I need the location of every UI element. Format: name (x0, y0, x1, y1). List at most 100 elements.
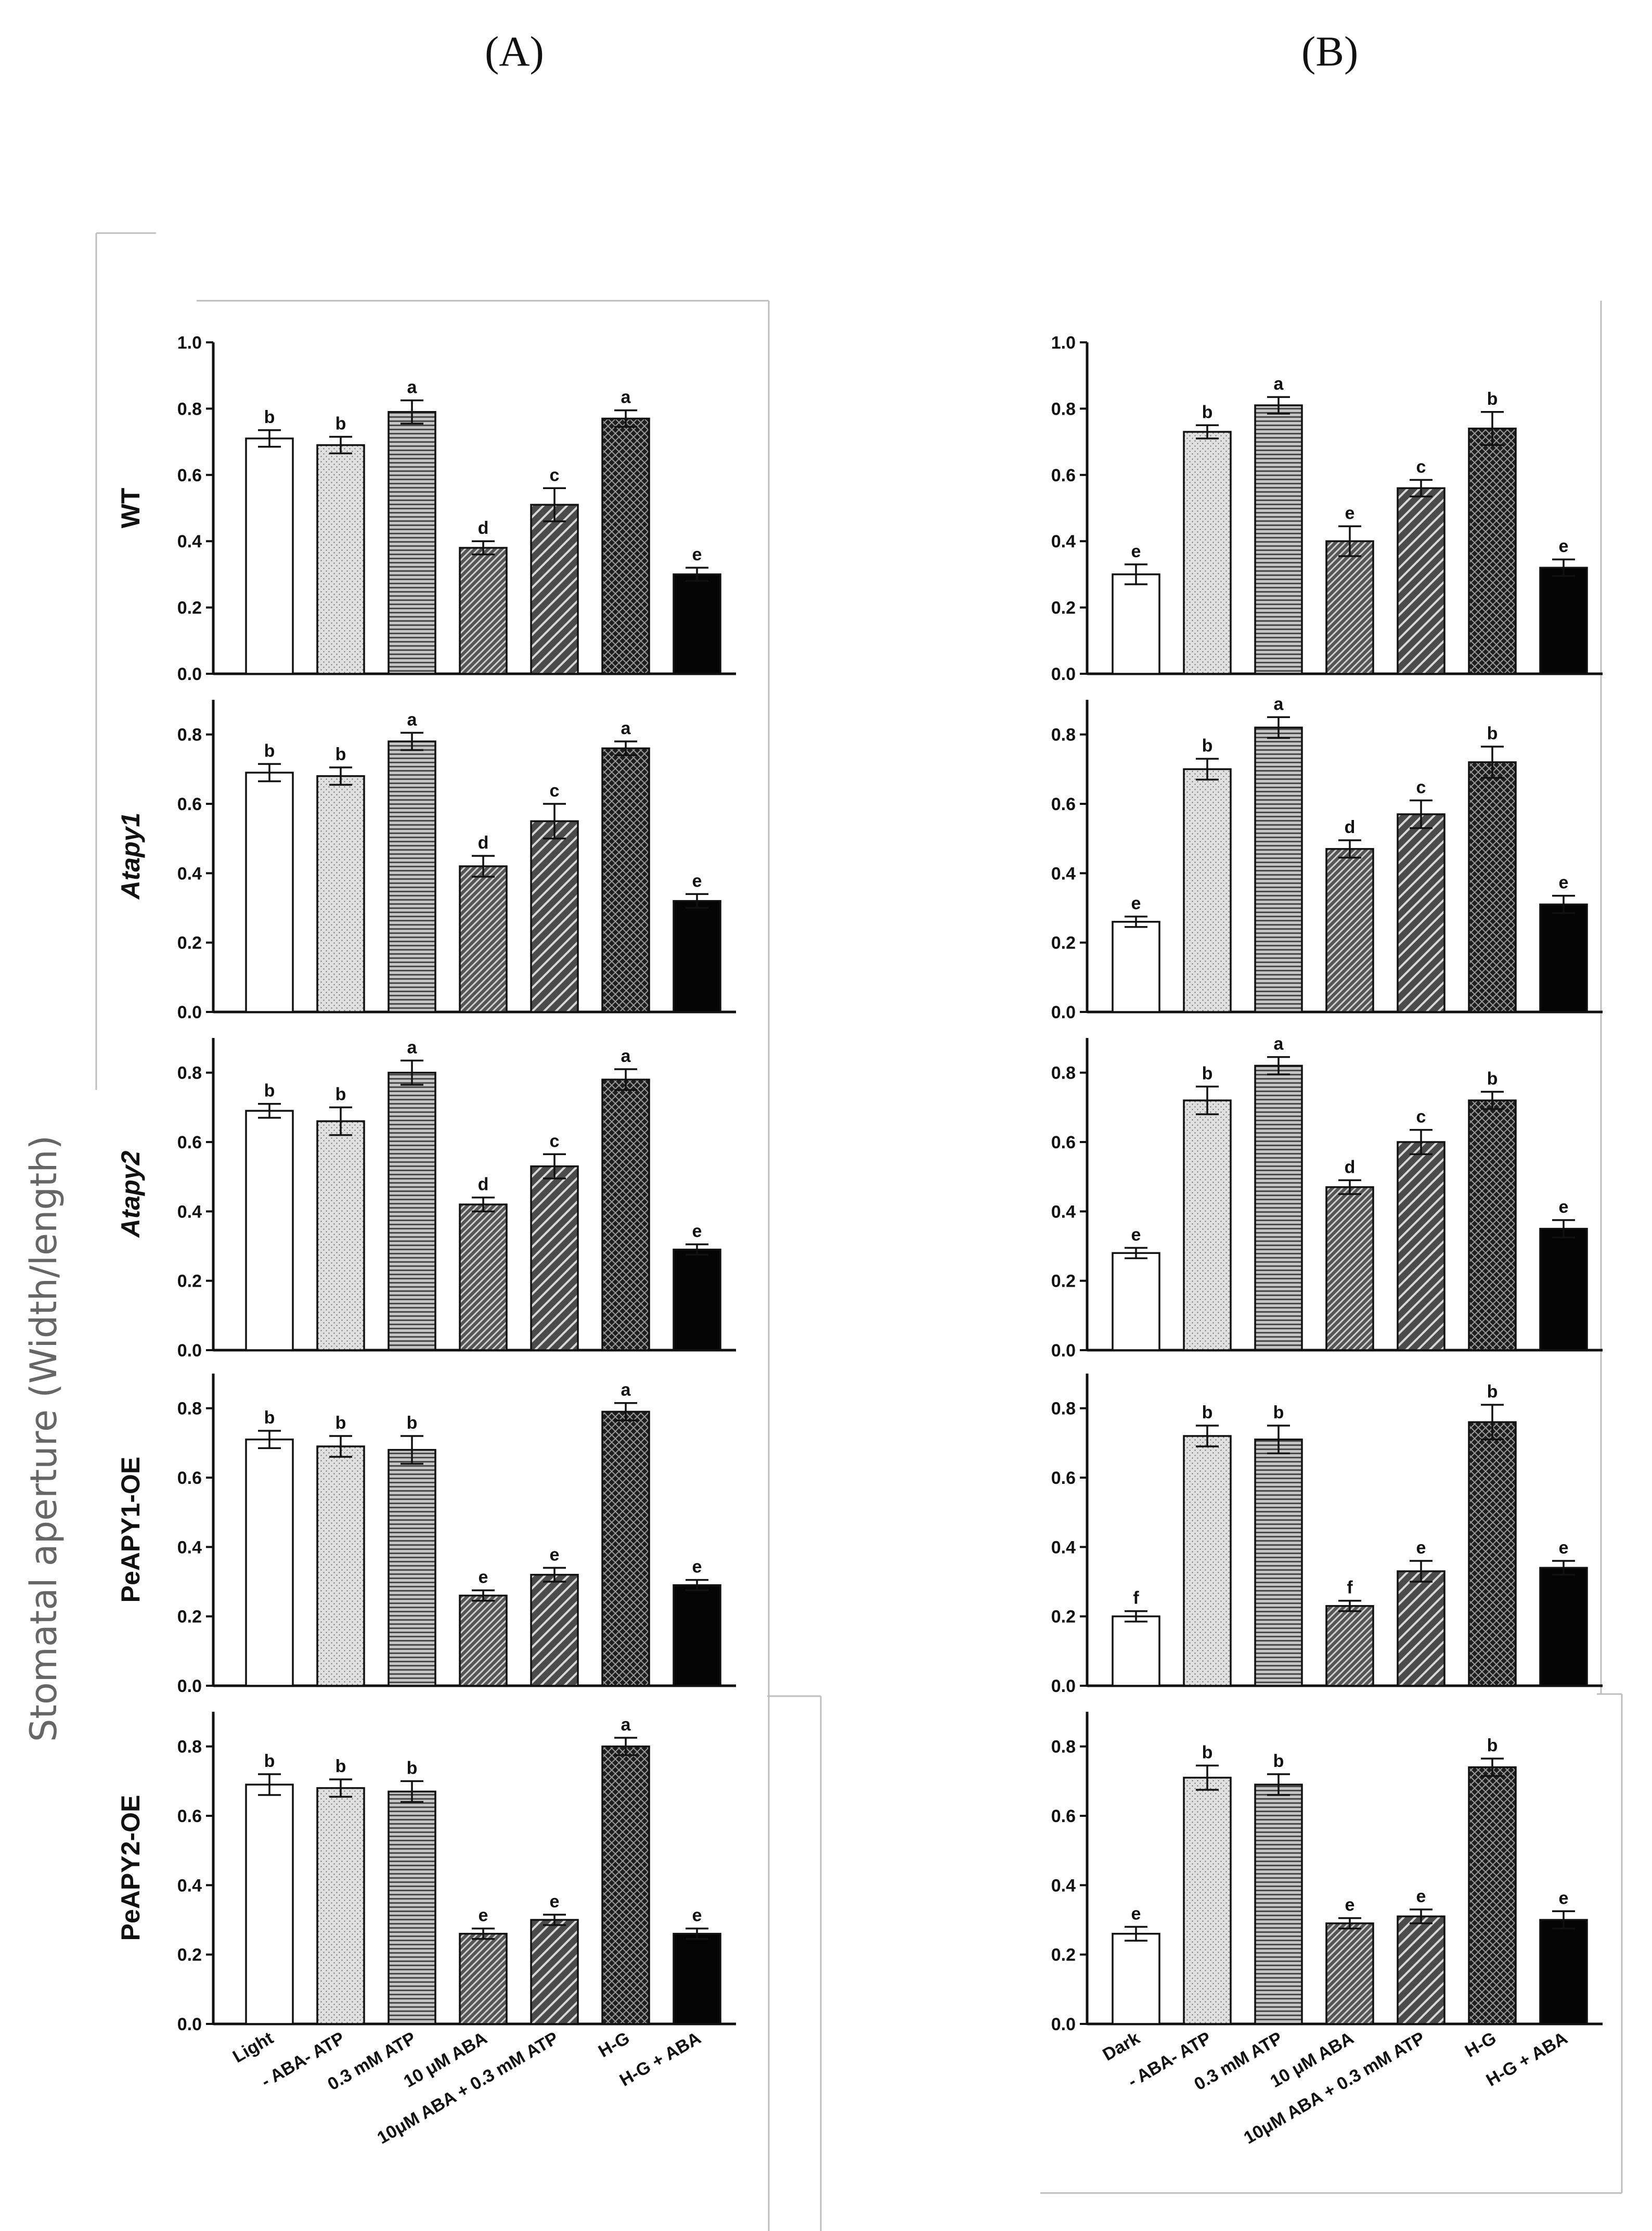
bar (1325, 848, 1374, 1013)
y-tick-label: 0.8 (177, 1399, 202, 1419)
subplot-atapy2: 0.0 0.2 0.4 0.6 0.8 Atapy2 b b a d c a e (116, 1037, 736, 1361)
significance-letter: a (1274, 694, 1284, 714)
y-tick-label: 0.0 (177, 1676, 202, 1696)
significance-letter: b (1487, 1069, 1498, 1088)
y-tick-label: 0.8 (1051, 399, 1076, 419)
y-tick-label: 0.2 (177, 1272, 202, 1291)
y-tick-label: 0.0 (177, 1003, 202, 1022)
bar (673, 1932, 721, 2025)
bar (388, 1790, 436, 2025)
subplot-peapy1-oe: 0.0 0.2 0.4 0.6 0.8 PeAPY1-OE b b b e e a e (116, 1374, 736, 1696)
bar (459, 1932, 508, 2025)
significance-letter: c (550, 781, 560, 801)
significance-letter: f (1347, 1578, 1353, 1598)
y-tick-label: 0.0 (1051, 1341, 1076, 1361)
significance-letter: b (1202, 402, 1213, 422)
bar (1468, 761, 1517, 1013)
bar (459, 1594, 508, 1687)
bar (459, 547, 508, 675)
bar (1397, 1915, 1446, 2025)
significance-letter: e (1559, 536, 1569, 556)
significance-letter: b (1202, 1063, 1213, 1083)
y-tick-label: 0.4 (177, 864, 202, 883)
y-tick-label: 0.6 (177, 1806, 202, 1826)
bar (1254, 1065, 1303, 1351)
significance-letter: e (1559, 1538, 1569, 1558)
y-tick-label: 0.0 (177, 1341, 202, 1361)
bar (1112, 573, 1160, 675)
y-tick-label: 1.0 (177, 333, 202, 353)
bar (1468, 1421, 1517, 1687)
significance-letter: e (692, 1906, 702, 1926)
bar (1397, 813, 1446, 1013)
y-tick-label: 0.4 (1051, 1876, 1076, 1895)
significance-letter: b (1487, 1382, 1498, 1402)
significance-letter: b (335, 1413, 346, 1433)
significance-letter: b (264, 1408, 275, 1428)
category-label: Dark (1100, 2028, 1144, 2065)
bar (673, 573, 721, 675)
significance-letter: b (1202, 1403, 1213, 1422)
category-label: H-G (1462, 2028, 1500, 2061)
bar (601, 417, 650, 675)
bar (1112, 1252, 1160, 1351)
panel-label-a: (A) (485, 28, 544, 75)
bar (601, 1745, 650, 2025)
significance-letter: a (407, 377, 418, 397)
significance-letter: e (1131, 542, 1141, 561)
y-tick-label: 0.4 (1051, 1202, 1076, 1222)
y-axis-title: Stomatal aperture (Width/length) (22, 1135, 65, 1742)
y-tick-label: 0.2 (1051, 598, 1076, 618)
bar (1539, 1567, 1588, 1687)
y-tick-label: 0.6 (1051, 466, 1076, 485)
y-tick-label: 0.8 (1051, 1399, 1076, 1419)
y-tick-label: 0.8 (177, 399, 202, 419)
significance-letter: b (1202, 1742, 1213, 1762)
significance-letter: e (550, 1545, 560, 1565)
y-tick-label: 0.8 (1051, 725, 1076, 745)
y-tick-label: 0.2 (177, 1945, 202, 1965)
bar (1112, 1615, 1160, 1687)
bar (1325, 540, 1374, 675)
significance-letter: b (335, 745, 346, 764)
y-tick-label: 0.6 (177, 1468, 202, 1488)
bar (1325, 1922, 1374, 2025)
significance-letter: b (264, 741, 275, 761)
bar (601, 1079, 650, 1351)
bar (316, 775, 365, 1013)
row-label: PeAPY2-OE (116, 1795, 145, 1941)
y-tick-label: 0.8 (177, 1737, 202, 1757)
bar (245, 1110, 294, 1351)
y-tick-label: 0.0 (177, 2015, 202, 2034)
bar (1397, 487, 1446, 675)
significance-letter: e (692, 545, 702, 565)
subplot-wt: 0.0 0.2 0.4 0.6 0.8 1.0 e b a e c b e (1051, 333, 1603, 684)
significance-letter: e (1131, 1904, 1141, 1924)
category-label: Light (229, 2028, 277, 2067)
y-tick-label: 0.8 (177, 725, 202, 745)
category-label: H-G + ABA (616, 2028, 704, 2091)
category-label: H-G (595, 2028, 633, 2061)
bar (530, 1165, 579, 1351)
significance-letter: b (407, 1758, 418, 1778)
y-tick-label: 0.8 (1051, 1737, 1076, 1757)
bar (673, 900, 721, 1013)
significance-letter: c (1416, 457, 1426, 477)
bar (1254, 404, 1303, 675)
significance-letter: e (1131, 1225, 1141, 1245)
bar (1468, 427, 1517, 675)
y-tick-label: 0.6 (1051, 1468, 1076, 1488)
subplot-peapy2-oe: 0.0 0.2 0.4 0.6 0.8 e b b e e b e (1051, 1712, 1603, 2034)
subplot-atapy2: 0.0 0.2 0.4 0.6 0.8 e b a d c b e (1051, 1034, 1603, 1361)
significance-letter: c (1416, 777, 1426, 797)
y-tick-label: 0.0 (1051, 664, 1076, 684)
subplot-peapy1-oe: 0.0 0.2 0.4 0.6 0.8 f b b f e b e (1051, 1374, 1603, 1696)
bar (1183, 431, 1232, 675)
significance-letter: d (478, 1175, 489, 1195)
y-tick-label: 0.4 (1051, 864, 1076, 883)
bar (388, 411, 436, 675)
y-tick-label: 0.6 (1051, 1133, 1076, 1152)
bar (316, 444, 365, 675)
bar (673, 1248, 721, 1351)
